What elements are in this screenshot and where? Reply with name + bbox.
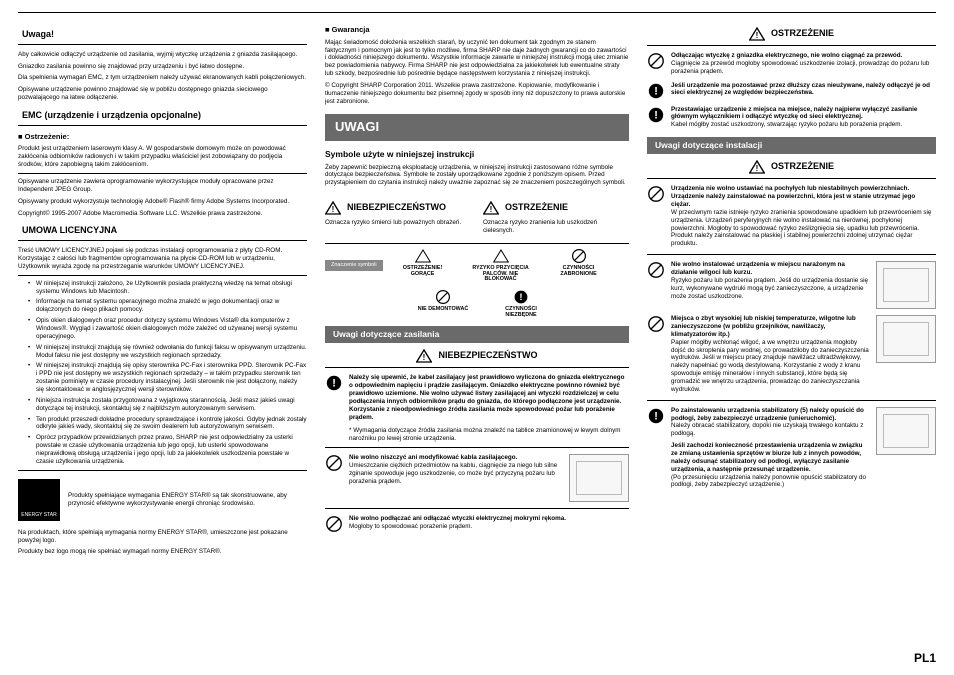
device-illustration [876, 261, 936, 309]
umowa-list: W niniejszej instrukcji założono, że Uży… [18, 280, 307, 466]
instalacja-heading: Uwagi dotyczące instalacji [647, 137, 936, 154]
o1h: Odłączając wtyczkę z gniazdka elektryczn… [671, 52, 936, 60]
umowa-b4: W niniejszej instrukcji znajdują się rów… [28, 344, 307, 360]
uwaga-p2: Gniazdko zasilania powinno się znajdować… [18, 63, 307, 71]
no-disassemble-icon [435, 289, 451, 305]
page-number: PL1 [914, 651, 936, 667]
stabilizer-illustration [876, 407, 936, 455]
i4: Należy obracać stabilizatory, dopóki nie… [671, 422, 870, 438]
prohibited-icon [571, 248, 587, 264]
mandatory-action-icon: ! [513, 289, 529, 305]
zasil-note: * Wymagania dotyczące źródła zasilania m… [325, 427, 629, 443]
gwarancja-label: Gwarancja [325, 25, 629, 35]
umowa-b2: Informacje na temat systemu operacyjnego… [28, 298, 307, 314]
prohibit-icon [325, 454, 343, 472]
umowa-b5: W niniejszej instrukcji znajdują się opi… [28, 362, 307, 393]
zasil-niebez-heading: ! NIEBEZPIECZEŃSTWO [325, 349, 629, 363]
svg-text:!: ! [519, 292, 522, 303]
zasil-p3h: Nie wolno podłączać ani odłączać wtyczki… [349, 515, 629, 523]
umowa-b3: Opis okien dialogowych oraz procedur dot… [28, 317, 307, 341]
o1: Ciągnięcie za przewód mogłoby spowodować… [671, 60, 936, 76]
legend-label: Znaczenie symboli [325, 260, 383, 271]
symbole-p: Żeby zapewnić bezpieczną eksploatację ur… [325, 164, 629, 188]
ostrzezenie-heading: ! OSTRZEŻENIE [483, 201, 629, 215]
prohibit-icon [647, 315, 665, 333]
emc-p4: Copyright© 1995-2007 Adobe Macromedia So… [18, 210, 307, 218]
umowa-p: Treść UMOWY LICENCYJNEJ pojawi się podcz… [18, 247, 307, 271]
prohibit-icon [647, 52, 665, 70]
uwaga-p4: Opisywane urządzenie powinno znajdować s… [18, 86, 307, 102]
emc-sub: Ostrzeżenie: [18, 132, 307, 142]
niebez-desc: Oznacza ryzyko śmierci lub poważnych obr… [325, 219, 471, 227]
svg-text:!: ! [756, 31, 759, 40]
i2h: Nie wolno instalować urządzenia w miejsc… [671, 261, 870, 277]
uwaga-p3: Dla spełnienia wymagań EMC, z tym urządz… [18, 74, 307, 82]
svg-text:!: ! [490, 205, 493, 214]
inst-ostrzezenie-heading: ! OSTRZEŻENIE [647, 160, 936, 174]
mandatory-icon: ! [647, 106, 665, 124]
i4c: (Po przesunięciu urządzenia należy ponow… [671, 474, 870, 490]
prohibit-icon [647, 261, 665, 279]
warning-triangle-icon: ! [749, 27, 765, 41]
warning-triangle-icon: ! [483, 201, 499, 215]
niebezpieczenstwo-heading: ! NIEBEZPIECZEŃSTWO [325, 201, 471, 215]
uwagi-heading: UWAGI [325, 114, 629, 141]
i3: Papier mógłby wchłonąć wilgoć, a we wnęt… [671, 339, 870, 394]
svg-text:!: ! [423, 353, 426, 362]
estar-text: Produkty spełniające wymagania ENERGY ST… [68, 492, 307, 508]
zasil-p3: Mogłoby to spowodować porażenie prądem. [349, 523, 629, 531]
zasil-p2: Umieszczanie ciężkich przedmiotów na kab… [349, 462, 563, 486]
zasil-p1: Należy się upewnić, że kabel zasilający … [349, 374, 629, 421]
umowa-b8: Oprócz przypadków przewidzianych przez p… [28, 434, 307, 465]
prohibit-icon [647, 185, 665, 203]
i1: W przeciwnym razie istnieje ryzyko zrani… [671, 209, 936, 248]
mandatory-icon: ! [647, 407, 665, 425]
i1h: Urządzenia nie wolno ustawiać na pochyły… [671, 185, 936, 209]
warning-triangle-icon: ! [416, 349, 432, 363]
i2: Ryzyko pożaru lub porażenia prądem. Jeśl… [671, 277, 870, 301]
estar-p2: Produkty bez logo mogą nie spełniać wyma… [18, 548, 307, 556]
mandatory-icon: ! [325, 374, 343, 392]
emc-heading: EMC (urządzenie i urządzenia opcjonalne) [18, 108, 307, 126]
emc-p1: Produkt jest urządzeniem laserowym klasy… [18, 145, 307, 169]
gwar-p1: Mając świadomość dołożenia wszelkich sta… [325, 39, 629, 78]
umowa-b1: W niniejszej instrukcji założono, że Uży… [28, 280, 307, 296]
svg-text:!: ! [654, 109, 658, 121]
svg-text:!: ! [654, 85, 658, 97]
svg-text:!: ! [756, 164, 759, 173]
energy-star-logo: ENERGY STAR [18, 479, 60, 521]
uwaga-heading: Uwaga! [18, 27, 307, 45]
warning-triangle-icon: ! [325, 201, 341, 215]
humidity-illustration [876, 315, 936, 363]
estar-p1: Na produktach, które spełniają wymagania… [18, 529, 307, 545]
ostrze-desc: Oznacza ryzyko zranienia lub uszkodzeń c… [483, 219, 629, 235]
svg-text:!: ! [654, 410, 658, 422]
i4h: Po zainstalowaniu urządzenia stabilizato… [671, 407, 870, 423]
svg-text:!: ! [332, 378, 336, 390]
symbole-heading: Symbole użyte w niniejszej instrukcji [325, 149, 629, 160]
cable-illustration [569, 454, 629, 502]
hot-warning-icon [415, 248, 431, 264]
i3h: Miejsca o zbyt wysokiej lub niskiej temp… [671, 315, 870, 339]
o3: Kabel mógłby zostać uszkodzony, stwarzaj… [671, 121, 936, 129]
o2h: Jeśli urządzenie ma pozostawać przez dłu… [671, 82, 936, 100]
umowa-heading: UMOWA LICENCYJNA [18, 223, 307, 241]
pinch-warning-icon [493, 248, 509, 264]
prohibit-icon [325, 515, 343, 533]
zasil-p2h: Nie wolno niszczyć ani modyfikować kabla… [349, 454, 563, 462]
emc-p3: Opisywany produkt wykorzystuje technolog… [18, 198, 307, 206]
i4b: Jeśli zachodzi konieczność przestawienia… [671, 442, 870, 473]
umowa-b7: Ten produkt przeszedł dokładne procedury… [28, 416, 307, 432]
col3-ostrzezenie-heading: ! OSTRZEŻENIE [647, 27, 936, 41]
gwar-p2: © Copyright SHARP Corporation 2011. Wsze… [325, 82, 629, 106]
warning-triangle-icon: ! [749, 160, 765, 174]
o3h: Przestawiając urządzenie z miejsca na mi… [671, 106, 936, 122]
svg-text:!: ! [332, 205, 335, 214]
emc-p2: Opisywane urządzenie zawiera oprogramowa… [18, 178, 307, 194]
zasilanie-heading: Uwagi dotyczące zasilania [325, 326, 629, 343]
mandatory-icon: ! [647, 82, 665, 100]
uwaga-p1: Aby całkowicie odłączyć urządzenie od za… [18, 51, 307, 59]
umowa-b6: Niniejsza instrukcja została przygotowan… [28, 397, 307, 413]
